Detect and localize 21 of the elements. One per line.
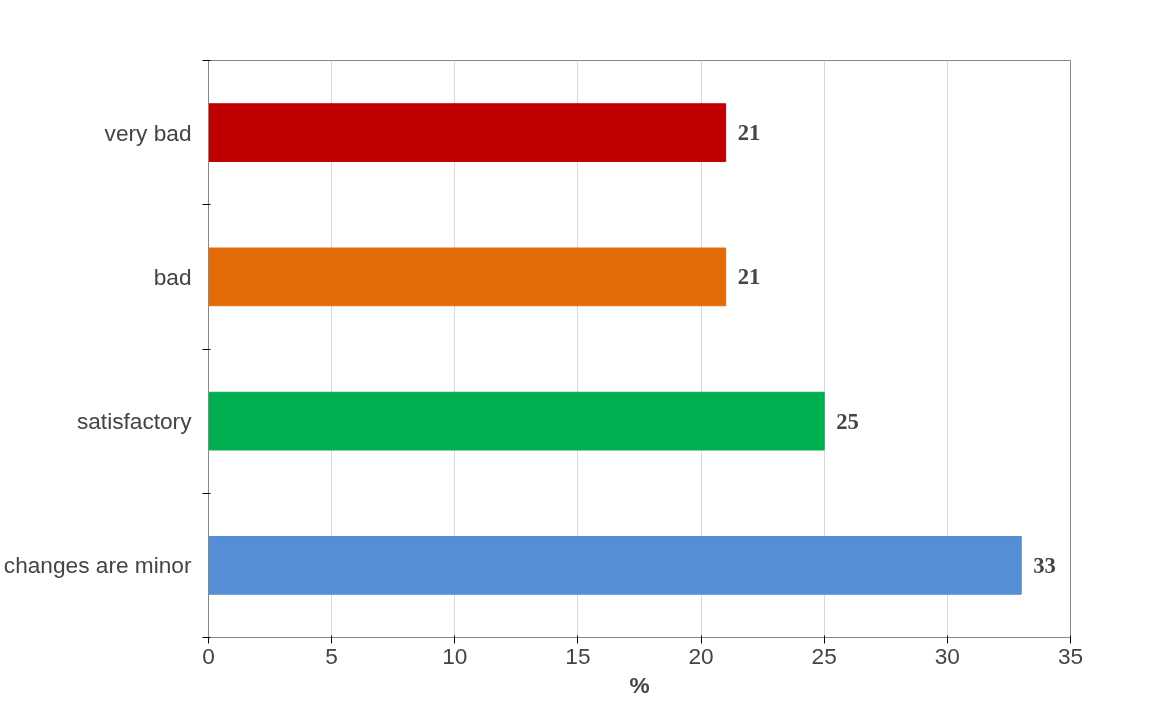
x-tick-label: 30 (934, 642, 960, 669)
data-label: 25 (836, 408, 859, 434)
bar (208, 536, 1022, 595)
bar (208, 103, 727, 162)
x-tick-label: 5 (325, 642, 338, 669)
y-tick-label: changes are minor (3, 552, 192, 579)
bar (208, 247, 727, 307)
x-tick-label: 0 (202, 642, 215, 669)
x-tick-label: 20 (688, 642, 714, 669)
data-label: 21 (737, 264, 761, 290)
x-tick-label: 10 (442, 642, 468, 669)
x-tick-label: 25 (811, 642, 837, 669)
y-tick-label: satisfactory (76, 408, 193, 435)
x-tick-label: 15 (565, 642, 591, 669)
data-label: 21 (737, 120, 761, 146)
y-tick-label: bad (153, 263, 192, 290)
x-axis-title: % (629, 671, 650, 698)
x-tick-label: 35 (1057, 642, 1084, 669)
y-tick-label: very bad (104, 119, 192, 146)
data-label: 33 (1033, 552, 1056, 578)
bar (208, 391, 825, 451)
